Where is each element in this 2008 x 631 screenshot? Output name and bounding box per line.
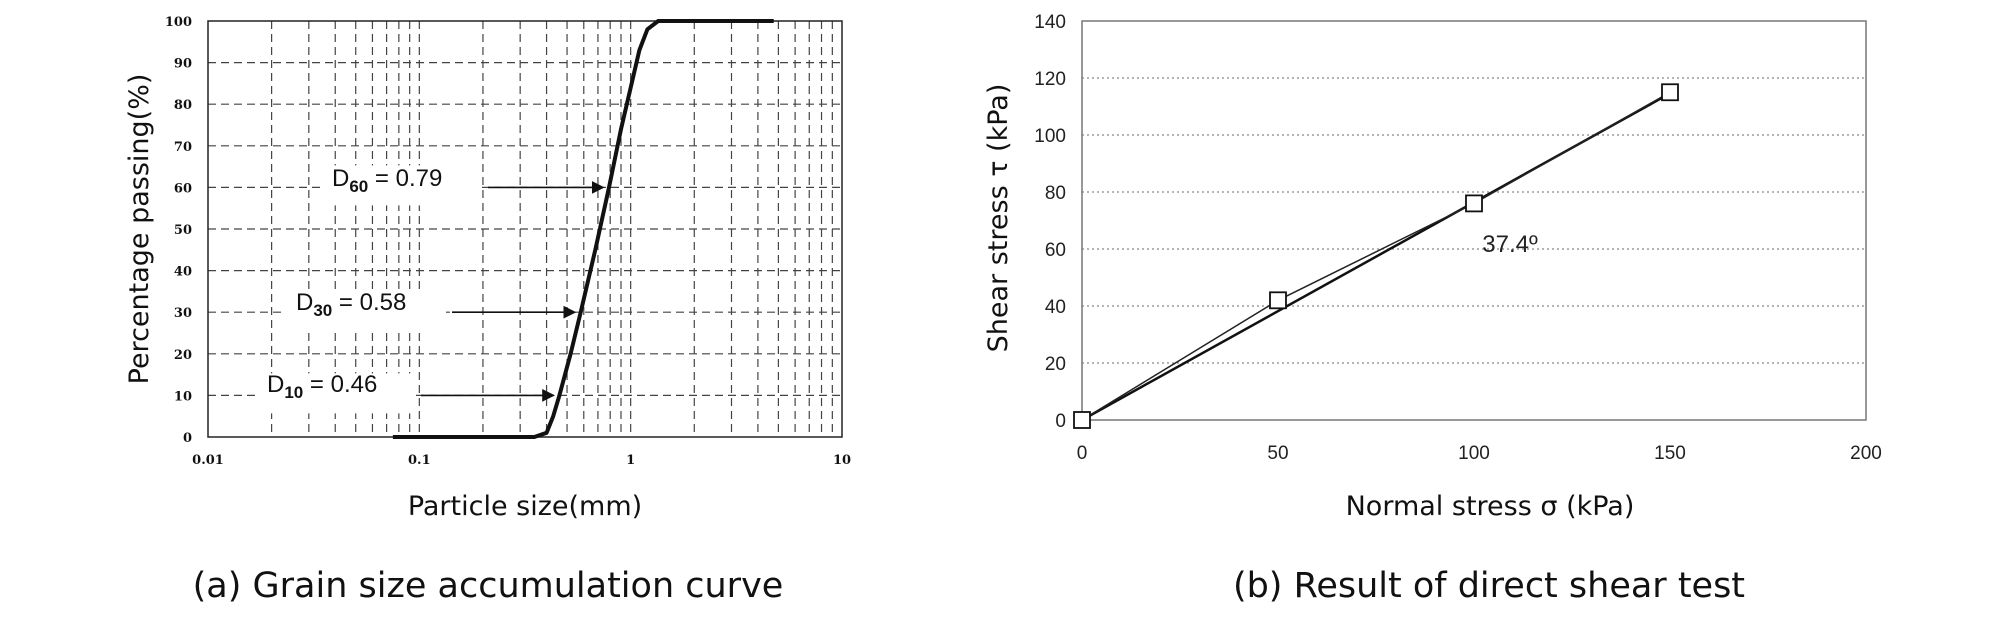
x-tick-label: 150 [1654, 443, 1686, 464]
annotation-d30: D30 = 0.58 [284, 289, 577, 331]
y-tick-label: 100 [165, 15, 192, 30]
y-tick-label: 40 [1045, 297, 1066, 318]
annotation-d10: D10 = 0.46 [255, 371, 555, 414]
y-tick-label: 50 [174, 223, 192, 238]
x-tick-label: 0.1 [408, 453, 431, 468]
x-tick-label: 200 [1850, 443, 1882, 464]
x-axis-label: Particle size(mm) [408, 491, 642, 522]
annotation-label: D10 = 0.46 [267, 371, 377, 402]
y-tick-label: 60 [1045, 240, 1066, 261]
y-tick-label: 30 [174, 306, 192, 321]
grid [1082, 77, 1866, 364]
gradation-curve [392, 19, 774, 439]
y-tick-labels: 0 10 20 30 40 50 60 70 80 90 100 [165, 15, 192, 446]
d-value-annotations: D60 = 0.79 D30 = 0.58 D10 = 0.46 [255, 165, 605, 414]
caption-a: (a) Grain size accumulation curve [193, 566, 784, 606]
label-background [284, 290, 446, 331]
chart-direct-shear: 0 20 40 60 80 100 120 140 0 50 100 150 200 37.4º Sh… [983, 12, 1882, 606]
label-background [255, 373, 415, 414]
chart-grain-size: 0 10 20 30 40 50 60 70 80 90 100 0.01 0.1 1 10 D60 = … [124, 15, 851, 606]
annotation-label: D30 = 0.58 [296, 289, 406, 320]
x-tick-labels: 0 50 100 150 200 [1077, 443, 1882, 464]
x-tick-label: 0.01 [192, 453, 224, 468]
caption-b: (b) Result of direct shear test [1233, 566, 1745, 606]
y-tick-label: 120 [1034, 69, 1066, 90]
data-point [1465, 194, 1483, 213]
y-tick-label: 140 [1034, 12, 1066, 33]
y-tick-label: 80 [174, 98, 192, 113]
data-point [1661, 83, 1679, 102]
x-tick-label: 1 [626, 453, 635, 468]
label-background [320, 165, 482, 206]
data-point [1073, 411, 1091, 429]
x-tick-labels: 0.01 0.1 1 10 [192, 453, 851, 468]
y-tick-label: 20 [1045, 354, 1066, 375]
x-tick-label: 50 [1267, 443, 1288, 464]
x-tick-label: 0 [1077, 443, 1088, 464]
annotation-label: D60 = 0.79 [332, 165, 442, 196]
friction-angle-label: 37.4º [1482, 231, 1538, 258]
x-tick-label: 100 [1458, 443, 1490, 464]
y-tick-label: 0 [183, 431, 192, 446]
y-tick-label: 10 [174, 389, 192, 404]
y-tick-label: 20 [174, 348, 192, 363]
x-axis-label: Normal stress σ (kPa) [1346, 491, 1635, 522]
data-point [1269, 291, 1287, 310]
data-line [1081, 91, 1671, 421]
y-tick-label: 0 [1055, 411, 1066, 432]
y-tick-label: 100 [1034, 126, 1066, 147]
annotation-d60: D60 = 0.79 [320, 165, 605, 206]
data-points [1073, 83, 1679, 429]
plot-frame [1081, 20, 1867, 421]
y-axis-label: Percentage passing(%) [124, 74, 155, 385]
y-tick-label: 60 [174, 181, 192, 196]
y-tick-labels: 0 20 40 60 80 100 120 140 [1034, 12, 1066, 432]
y-tick-label: 90 [174, 57, 192, 72]
y-tick-label: 40 [174, 265, 192, 280]
y-tick-label: 80 [1045, 183, 1066, 204]
y-axis-label: Shear stress τ (kPa) [983, 84, 1014, 353]
x-tick-label: 10 [833, 453, 851, 468]
y-tick-label: 70 [174, 140, 192, 155]
